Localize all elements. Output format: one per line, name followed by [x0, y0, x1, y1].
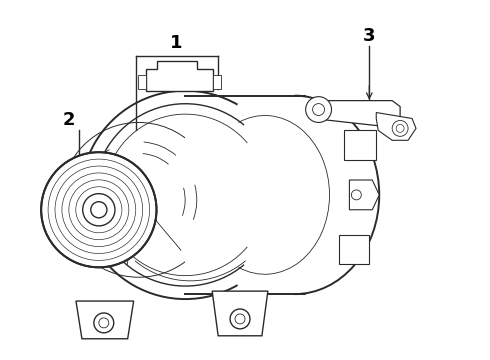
Circle shape: [81, 91, 290, 299]
Polygon shape: [313, 100, 400, 126]
Text: 2: 2: [63, 112, 75, 130]
Circle shape: [230, 309, 250, 329]
Circle shape: [83, 194, 115, 226]
Polygon shape: [340, 235, 369, 264]
Circle shape: [306, 96, 332, 122]
Polygon shape: [146, 61, 213, 91]
Text: 3: 3: [363, 27, 375, 45]
Polygon shape: [138, 75, 146, 89]
Polygon shape: [376, 113, 416, 140]
Polygon shape: [213, 75, 221, 89]
Circle shape: [61, 122, 216, 277]
Polygon shape: [344, 130, 376, 160]
Polygon shape: [212, 291, 268, 336]
Circle shape: [351, 190, 361, 200]
Text: 1: 1: [170, 34, 183, 52]
Polygon shape: [76, 301, 134, 339]
Polygon shape: [349, 180, 379, 210]
Circle shape: [41, 152, 156, 267]
Circle shape: [392, 121, 408, 136]
Circle shape: [91, 202, 107, 218]
Polygon shape: [185, 96, 374, 294]
Circle shape: [94, 313, 114, 333]
